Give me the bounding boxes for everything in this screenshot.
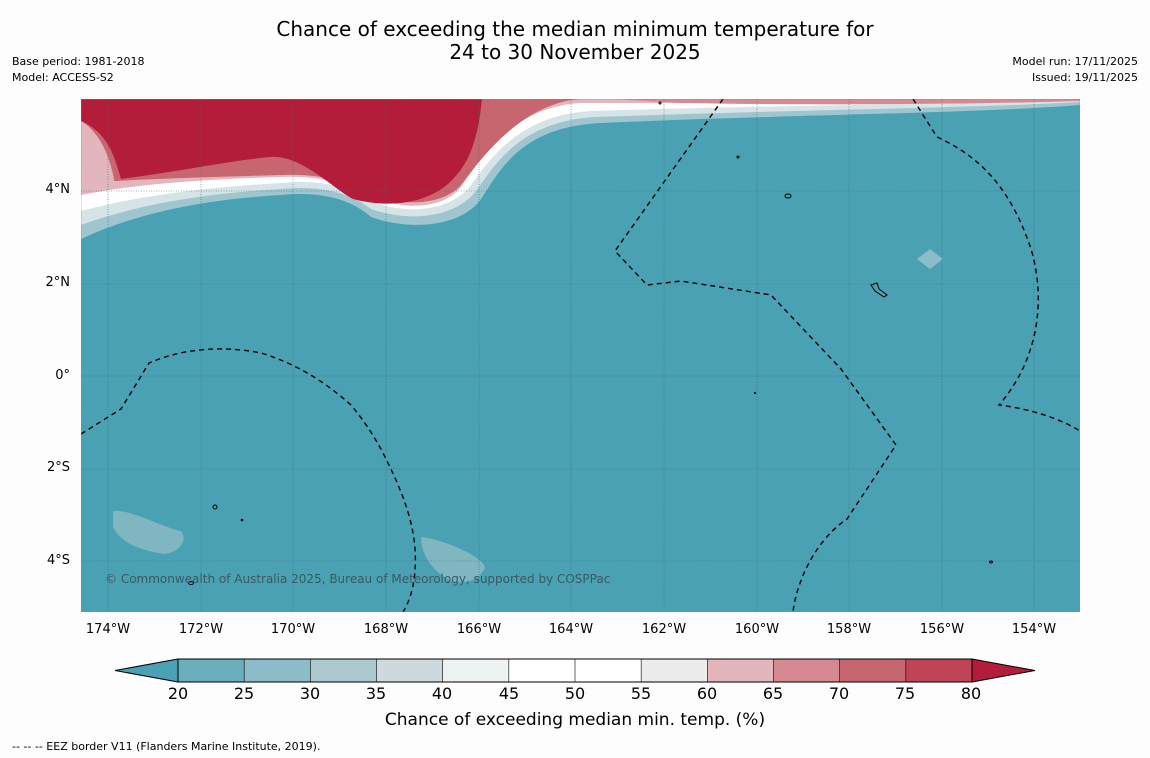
colorbar-extend-low (115, 658, 179, 683)
lon-label-166W: 166°W (456, 622, 502, 637)
meta-left: Base period: 1981-2018 Model: ACCESS-S2 (12, 54, 144, 86)
northeast-pink-strip (611, 99, 1080, 105)
colorbar-label: Chance of exceeding median min. temp. (%… (384, 710, 766, 730)
light-patch-south (421, 537, 485, 583)
islands (188, 101, 993, 585)
lon-label-158W: 158°W (826, 622, 872, 637)
colorbar-cell-65-70 (773, 659, 841, 682)
colorbar-tick-65: 65 (762, 684, 784, 703)
colorbar (115, 658, 1036, 683)
lat-label-4S: 4°S (46, 553, 70, 568)
model-run: Model run: 17/11/2025 (1012, 55, 1138, 68)
light-patch-southwest (113, 510, 184, 554)
eez-borders (81, 99, 1080, 612)
lon-label-172W: 172°W (178, 622, 224, 637)
map-svg (81, 99, 1080, 612)
lon-label-162W: 162°W (641, 622, 687, 637)
lon-label-154W: 154°W (1011, 622, 1057, 637)
colorbar-cell-30-35 (310, 659, 377, 682)
colorbar-tick-60: 60 (696, 684, 718, 703)
colorbar-cell-40-45 (442, 659, 510, 682)
lon-label-164W: 164°W (548, 622, 594, 637)
colorbar-tick-20: 20 (167, 684, 189, 703)
colorbar-cell-20-25 (178, 659, 245, 682)
map-title: Chance of exceeding the median minimum t… (0, 18, 1150, 64)
lon-label-168W: 168°W (363, 622, 409, 637)
colorbar-tick-25: 25 (233, 684, 255, 703)
meta-right: Model run: 17/11/2025 Issued: 19/11/2025 (1012, 54, 1138, 86)
copyright-credit: © Commonwealth of Australia 2025, Bureau… (105, 572, 611, 586)
map-panel (81, 99, 1080, 612)
graticule (81, 99, 1080, 612)
colorbar-cell-60-65 (707, 659, 774, 682)
lat-label-4N: 4°N (45, 182, 71, 197)
lon-label-160W: 160°W (734, 622, 780, 637)
colorbar-cell-35-40 (376, 659, 444, 682)
colorbar-frame (177, 658, 973, 683)
colorbar-tick-55: 55 (630, 684, 652, 703)
lat-label-0: 0° (55, 368, 70, 383)
colorbar-cells (115, 658, 1036, 683)
high-probability-region (81, 99, 482, 204)
colorbar-cell-50-55 (575, 659, 642, 682)
lon-label-156W: 156°W (919, 622, 965, 637)
colorbar-tick-80: 80 (960, 684, 982, 703)
colorbar-cell-70-75 (839, 659, 907, 682)
title-line-2: 24 to 30 November 2025 (449, 40, 701, 64)
light-patch-east (917, 249, 943, 269)
colorbar-cell-25-30 (244, 659, 311, 682)
high-probability-edge (81, 121, 115, 195)
issued-date: Issued: 19/11/2025 (1031, 71, 1138, 84)
colorbar-cell-55-60 (641, 659, 708, 682)
colorbar-tick-75: 75 (894, 684, 916, 703)
colorbar-tick-50: 50 (564, 684, 586, 703)
colorbar-tick-35: 35 (365, 684, 387, 703)
colorbar-extend-high (971, 658, 1036, 683)
base-period: Base period: 1981-2018 (12, 55, 145, 68)
lon-label-174W: 174°W (85, 622, 131, 637)
colorbar-tick-30: 30 (299, 684, 321, 703)
lon-label-170W: 170°W (270, 622, 316, 637)
colorbar-cell-75-80 (905, 659, 973, 682)
colorbar-tick-40: 40 (431, 684, 453, 703)
colorbar-cell-45-50 (508, 659, 576, 682)
eez-footnote: -- -- -- EEZ border V11 (Flanders Marine… (12, 740, 321, 753)
colorbar-tick-70: 70 (828, 684, 850, 703)
lat-label-2S: 2°S (46, 460, 70, 475)
lat-label-2N: 2°N (45, 275, 71, 290)
title-line-1: Chance of exceeding the median minimum t… (276, 17, 874, 41)
model-name: Model: ACCESS-S2 (12, 71, 114, 84)
colorbar-tick-45: 45 (498, 684, 520, 703)
